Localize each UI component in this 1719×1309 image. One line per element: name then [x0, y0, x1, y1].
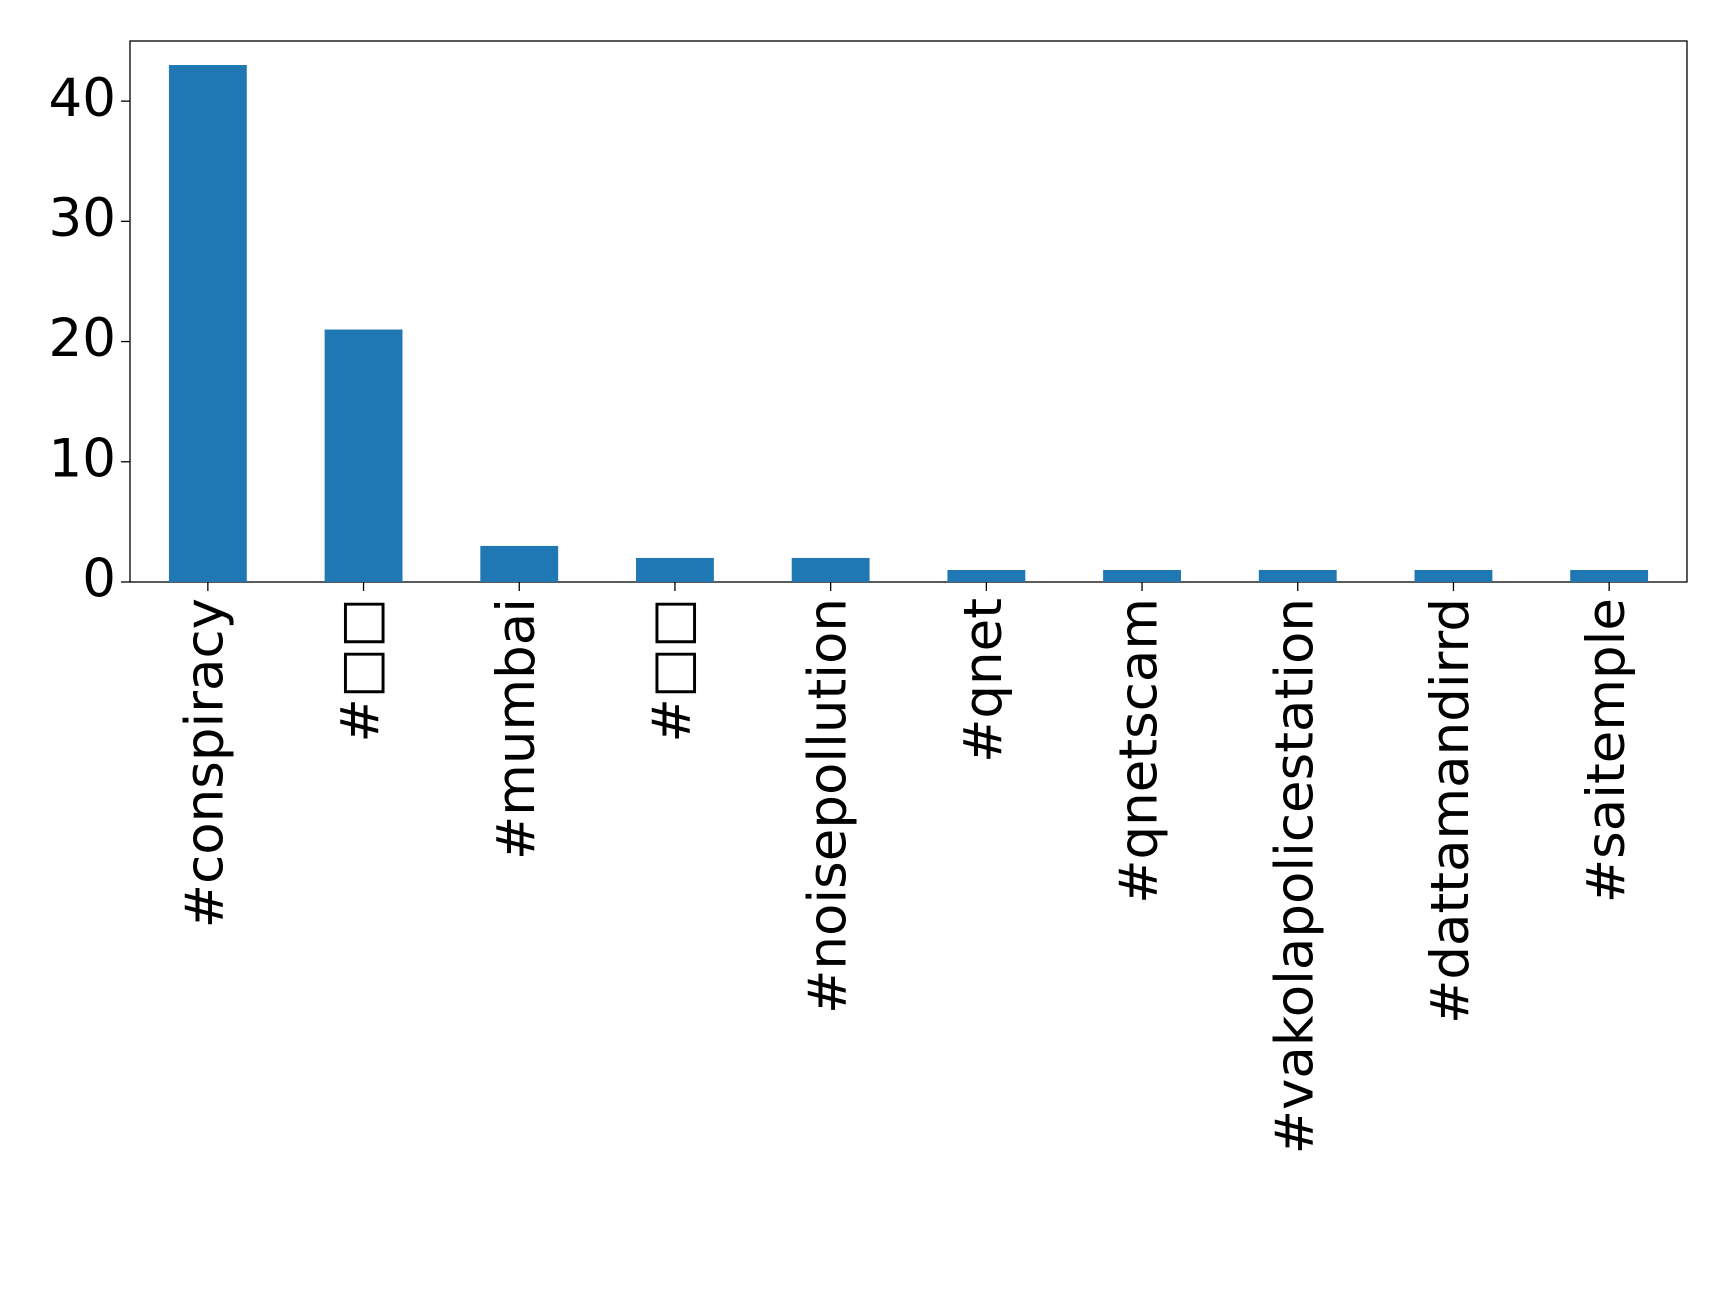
y-tick-label: 0 — [82, 549, 116, 610]
y-tick-label: 20 — [49, 308, 116, 369]
x-tick-label: #mumbai — [486, 598, 547, 860]
bar — [1570, 569, 1649, 582]
x-tick-label: #vakolapolicestation — [1264, 598, 1325, 1154]
x-tick-label: #□□ — [642, 598, 703, 743]
x-tick-label: #qnetscam — [1109, 598, 1170, 904]
bar — [1414, 569, 1493, 582]
bar — [168, 65, 247, 583]
x-tick-label: #noisepollution — [797, 598, 858, 1014]
x-tick-label: #saitemple — [1576, 598, 1637, 903]
x-tick-label: #qnet — [953, 598, 1014, 763]
bar — [1103, 569, 1181, 582]
plot-frame — [129, 40, 1688, 583]
y-tick-label: 10 — [49, 428, 116, 489]
y-tick-label: 40 — [49, 68, 116, 129]
bar — [791, 557, 870, 582]
bar — [324, 329, 403, 582]
bar — [1258, 569, 1337, 582]
y-tick-label: 30 — [49, 188, 116, 249]
x-tick-label: #conspiracy — [174, 598, 235, 928]
bar — [636, 557, 714, 582]
x-tick-label: #□□ — [330, 598, 391, 743]
bar — [480, 545, 559, 582]
bar — [947, 569, 1026, 582]
x-tick-label: #dattamandirrd — [1420, 598, 1481, 1024]
